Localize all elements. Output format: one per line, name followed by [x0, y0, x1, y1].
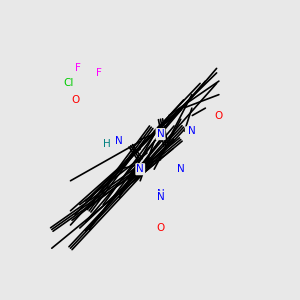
Text: N: N	[157, 189, 164, 200]
Text: N: N	[188, 126, 196, 136]
Text: O: O	[71, 95, 79, 105]
Text: F: F	[96, 68, 102, 78]
Text: N: N	[157, 129, 164, 139]
Text: H: H	[103, 139, 110, 149]
Text: F: F	[75, 63, 81, 74]
Text: N: N	[157, 192, 164, 202]
Text: N: N	[136, 164, 144, 174]
Text: N: N	[116, 136, 123, 146]
Text: N: N	[177, 164, 184, 174]
Text: Cl: Cl	[64, 78, 74, 88]
Text: O: O	[156, 223, 165, 233]
Text: N: N	[186, 127, 194, 137]
Text: O: O	[215, 110, 223, 121]
